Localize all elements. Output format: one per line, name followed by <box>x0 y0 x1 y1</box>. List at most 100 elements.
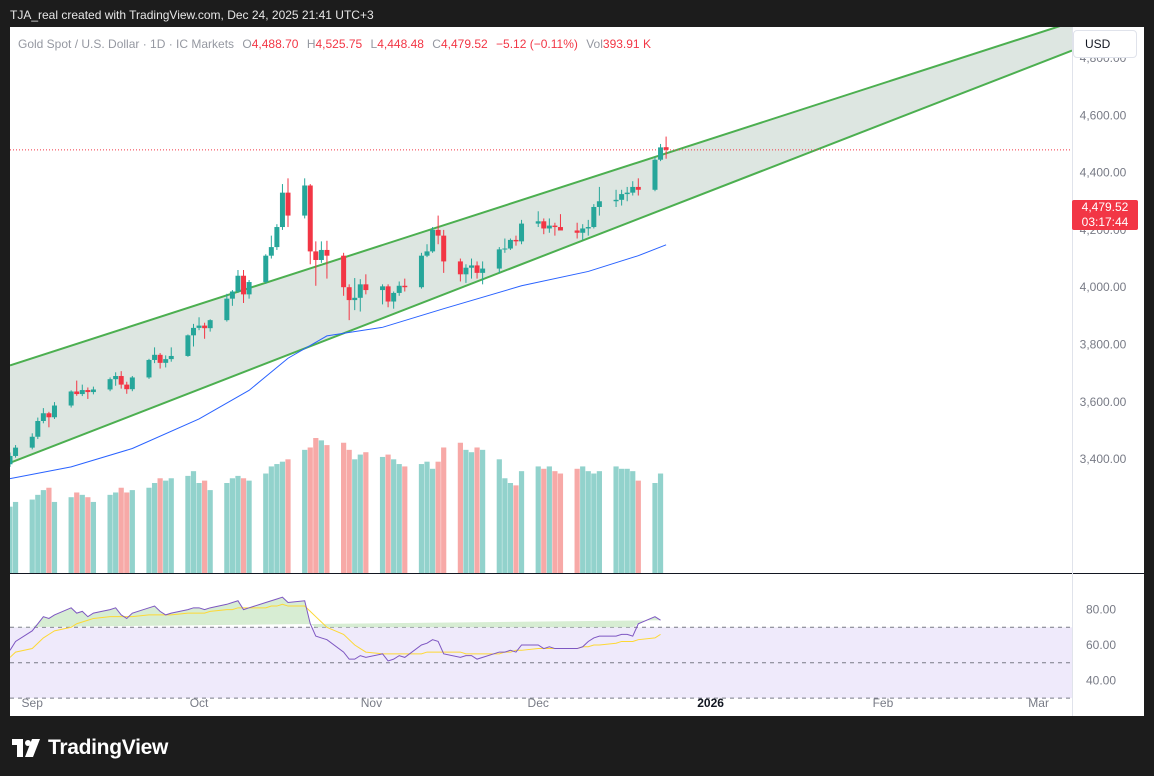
time-axis-label: Oct <box>190 696 209 710</box>
candle <box>263 254 269 284</box>
candle-body <box>68 391 74 406</box>
volume-bar <box>507 483 514 573</box>
candle-body <box>357 284 363 298</box>
symbol-title[interactable]: Gold Spot / U.S. Dollar · 1D · IC Market… <box>18 37 235 51</box>
candle-body <box>402 285 408 288</box>
candle-body <box>40 413 46 421</box>
candle <box>391 291 397 309</box>
volume-bar <box>235 475 241 573</box>
candle-body <box>307 185 313 252</box>
time-axis-label: Sep <box>22 696 44 710</box>
candle-body <box>268 247 274 256</box>
high-label: H <box>306 37 316 51</box>
candle-body <box>624 192 630 195</box>
candle <box>168 347 174 362</box>
candle-body <box>35 420 41 437</box>
candle-body <box>480 268 486 273</box>
candle <box>580 224 586 240</box>
trend-channel[interactable] <box>10 27 1072 464</box>
volume-bar <box>85 497 91 573</box>
currency-button[interactable]: USD <box>1073 30 1137 58</box>
candle <box>663 136 669 159</box>
volume-bar <box>263 473 269 573</box>
volume-bar <box>557 473 564 573</box>
channel-lower-line <box>10 49 1072 464</box>
chart-canvas[interactable]: 3,400.003,600.003,800.004,000.004,200.00… <box>10 27 1144 716</box>
candle <box>402 278 408 292</box>
candle-body <box>613 199 619 202</box>
volume-bar <box>480 449 486 573</box>
volume-bar <box>246 480 252 573</box>
candle-body <box>619 194 625 200</box>
candle <box>74 380 80 396</box>
chart-frame[interactable]: 3,400.003,600.003,800.004,000.004,200.00… <box>10 27 1144 716</box>
candle <box>519 219 525 245</box>
candle-body <box>285 192 291 216</box>
candle-body <box>313 251 319 260</box>
candle-body <box>496 249 502 269</box>
volume-bar <box>418 464 425 573</box>
price-tag: 4,479.52 03:17:44 <box>1072 200 1138 230</box>
volume-bar <box>40 490 46 573</box>
candle <box>635 178 641 196</box>
candle-body <box>635 186 641 190</box>
volume-bar <box>274 464 280 573</box>
volume-bar <box>313 438 319 573</box>
volume-bar <box>168 478 174 573</box>
candle-body <box>557 227 563 231</box>
chart-caption: TJA_real created with TradingView.com, D… <box>10 8 374 22</box>
candle <box>441 229 447 273</box>
candle-body <box>341 255 347 288</box>
price-tag-price: 4,479.52 <box>1082 200 1129 214</box>
candle <box>596 186 602 216</box>
candle-body <box>418 255 424 288</box>
tradingview-logo[interactable]: TradingView <box>12 736 168 760</box>
price-axis-label: 3,600.00 <box>1080 395 1127 409</box>
candle-body <box>146 359 152 378</box>
volume-bar <box>635 480 641 573</box>
volume-bar <box>29 499 35 573</box>
candle <box>396 281 402 296</box>
rsi-line <box>10 596 661 662</box>
candles <box>10 136 669 467</box>
candle-body <box>107 379 113 390</box>
candle <box>129 376 135 392</box>
price-axis-label: 4,000.00 <box>1080 280 1127 294</box>
candle-body <box>163 359 169 363</box>
candle <box>279 184 285 230</box>
candle <box>146 358 152 379</box>
candle <box>457 258 463 282</box>
change-value: −5.12 (−0.11%) <box>496 37 578 51</box>
volume-bar <box>35 494 41 573</box>
volume-value: 393.91 K <box>602 37 651 51</box>
volume-bar <box>357 454 363 573</box>
volume-bar <box>341 442 347 573</box>
rsi-axis-label: 40.00 <box>1086 673 1116 687</box>
candle <box>424 244 430 258</box>
candle-body <box>129 377 135 390</box>
volume-bar <box>185 475 191 573</box>
open-value: 4,488.70 <box>251 37 299 51</box>
volume-bar <box>124 492 130 573</box>
candle-body <box>652 159 658 190</box>
candle <box>46 411 52 428</box>
candle-body <box>324 249 330 256</box>
candle-body <box>152 354 158 360</box>
candle <box>613 189 619 207</box>
candle-body <box>118 376 124 385</box>
candle-body <box>241 275 247 295</box>
volume-bar <box>352 459 358 573</box>
close-label: C <box>432 37 441 51</box>
volume-bar <box>657 473 664 573</box>
candle-body <box>46 413 52 418</box>
candle <box>435 215 441 245</box>
candle-body <box>507 239 513 249</box>
candle <box>196 317 202 331</box>
low-value: 4,448.48 <box>377 37 424 51</box>
volume-bar <box>424 461 430 573</box>
volume-bar <box>363 452 369 573</box>
candle-body <box>10 455 13 465</box>
candle-body <box>235 275 241 292</box>
candle <box>557 214 563 231</box>
volume-label: Vol <box>586 37 603 51</box>
